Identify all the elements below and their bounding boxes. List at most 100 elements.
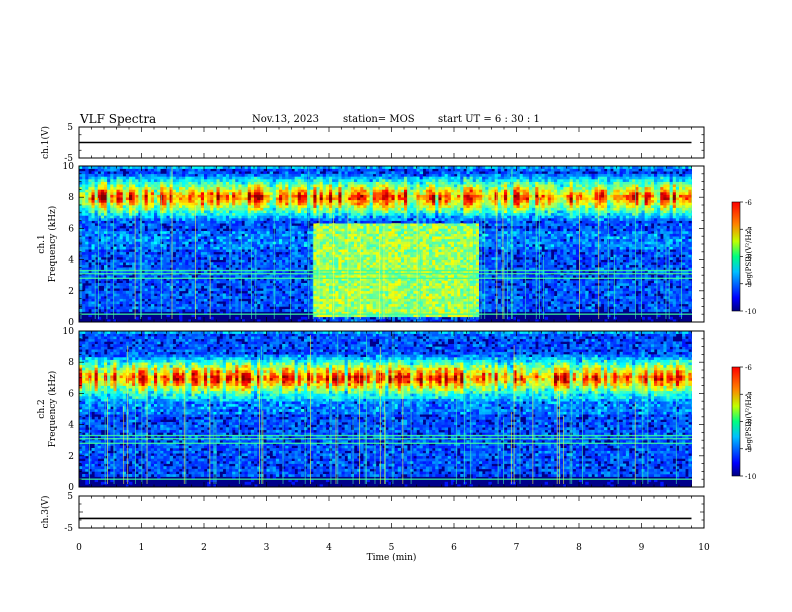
ch1-spectrogram-cell xyxy=(135,202,139,206)
ch1-spectrogram-cell xyxy=(291,202,295,206)
ch1-spectrogram-cell xyxy=(166,283,170,286)
ch1-spectrogram-cell xyxy=(210,251,214,255)
ch1-spectrogram-cell xyxy=(191,181,195,185)
ch1-spectrogram-cell xyxy=(310,199,314,203)
ch1-spectrogram-cell xyxy=(91,254,95,258)
ch1-spectrogram-cell xyxy=(135,231,139,234)
ch1-spectrogram-cell xyxy=(182,192,186,195)
ch1-spectrogram-cell xyxy=(204,231,208,234)
ch1-spectrogram-cell xyxy=(163,197,167,201)
ch1-spectrogram-cell xyxy=(250,166,255,169)
ch1-spectrogram-cell xyxy=(129,166,133,169)
ch1-spectrogram-cell xyxy=(141,301,145,305)
ch1-spectrogram-cell xyxy=(194,283,199,286)
ch1-spectrogram-cell xyxy=(157,290,161,294)
ch1-spectrogram-cell xyxy=(225,301,230,305)
ch1-spectrogram-cell xyxy=(132,283,136,286)
ch1-spectrogram-cell xyxy=(207,244,211,247)
ch1-spectrogram-cell xyxy=(191,194,195,198)
ch1-spectrogram-cell xyxy=(366,231,370,234)
ch1-spectrogram-cell xyxy=(160,285,164,289)
ch1-spectrogram-cell xyxy=(338,202,342,206)
ch1-spectrogram-cell xyxy=(141,236,145,240)
ch1-spectrogram-cell xyxy=(113,197,117,201)
ch1-spectrogram-cell xyxy=(332,181,336,185)
ch1-spectrogram-cell xyxy=(310,166,314,169)
ch1-spectrogram-cell xyxy=(294,241,299,245)
ch1-spectrogram-cell xyxy=(335,189,339,193)
ch1-spectrogram-cell xyxy=(366,202,370,206)
ch1-spectrogram-cell xyxy=(182,212,186,216)
ch1-spectrogram-cell xyxy=(160,215,164,219)
ch1-spectrogram-cell xyxy=(85,184,89,188)
ch1-spectrogram-cell xyxy=(229,257,233,260)
ch1-spectrogram-cell xyxy=(207,223,211,227)
ch1-spectrogram-cell xyxy=(147,301,152,305)
ch1-spectrogram-cell xyxy=(200,298,205,302)
ch1-spectrogram-cell xyxy=(94,205,99,208)
ch1-spectrogram-cell xyxy=(325,199,330,203)
ch1-spectrogram-cell xyxy=(207,194,211,198)
ch1-spectrogram-cell xyxy=(85,168,89,172)
ch1-spectrogram-cell xyxy=(94,246,99,250)
ch1-spectrogram-cell xyxy=(129,210,133,214)
ch1-spectrogram-cell xyxy=(100,166,105,169)
ch1-spectrogram-cell xyxy=(150,231,155,234)
ch1-spectrogram-cell xyxy=(257,244,261,247)
ch1-spectrogram-cell xyxy=(116,192,120,195)
ch1-spectrogram-cell xyxy=(257,173,261,177)
ch1-spectrogram-cell xyxy=(194,293,199,297)
ch1-spectrogram-cell xyxy=(97,241,102,245)
ch1-spectrogram-cell xyxy=(122,181,127,185)
ch1-spectrogram-cell xyxy=(263,267,267,271)
ch1-spectrogram-cell xyxy=(85,197,89,201)
ch1-spectrogram-cell xyxy=(257,257,261,260)
ch1-spectrogram-cell xyxy=(204,301,208,305)
ch1-spectrogram-cell xyxy=(144,264,149,268)
ch1-spectrogram-cell xyxy=(304,257,308,260)
ch1-spectrogram-cell xyxy=(250,231,255,234)
ch1-spectrogram-cell xyxy=(329,228,333,232)
ch1-spectrogram-cell xyxy=(119,306,124,310)
ch1-spectrogram-cell xyxy=(244,275,249,279)
ch1-spectrogram-cell xyxy=(285,189,289,193)
ch1-spectrogram-cell xyxy=(150,303,155,307)
ch1-spectrogram-cell xyxy=(147,192,152,195)
ch1-spectrogram-cell xyxy=(150,280,155,284)
ch1-spectrogram-cell xyxy=(357,314,361,318)
ch1-spectrogram-cell xyxy=(254,205,258,208)
ch1-spectrogram-cell xyxy=(319,231,324,234)
ch1-spectrogram-cell xyxy=(154,223,158,227)
ch1-spectrogram-cell xyxy=(179,199,183,203)
ch1-spectrogram-cell xyxy=(110,275,114,279)
ch1-spectrogram-cell xyxy=(216,166,220,169)
ch1-spectrogram-cell xyxy=(247,303,252,307)
ch1-spectrogram-cell xyxy=(347,173,352,177)
ch1-spectrogram-cell xyxy=(129,181,133,185)
ch1-spectrogram-cell xyxy=(266,212,270,216)
ch1-spectrogram-cell xyxy=(291,233,295,237)
ch1-spectrogram-cell xyxy=(129,290,133,294)
ch1-spectrogram-cell xyxy=(341,236,345,240)
ch1-spectrogram-cell xyxy=(325,277,330,281)
ch1-spectrogram-cell xyxy=(263,231,267,234)
ch1-spectrogram-cell xyxy=(113,246,117,250)
ch1-spectrogram-cell xyxy=(182,199,186,203)
ch1-spectrogram-cell xyxy=(354,288,358,292)
ch1-spectrogram-cell xyxy=(344,233,349,237)
ch1-spectrogram-cell xyxy=(172,267,177,271)
ch1-spectrogram-cell xyxy=(94,298,99,302)
ch1-spectrogram-cell xyxy=(107,244,111,247)
ch1-spectrogram-cell xyxy=(310,259,314,263)
ch1-spectrogram-cell xyxy=(85,270,89,273)
ch1-spectrogram-cell xyxy=(232,207,236,211)
ch1-spectrogram-cell xyxy=(219,254,224,258)
ch1-spectrogram-cell xyxy=(88,223,92,227)
ch1-spectrogram-cell xyxy=(279,225,283,229)
ch1-spectrogram-cell xyxy=(291,249,295,253)
ch1-spectrogram-cell xyxy=(322,218,327,221)
ch1-spectrogram-cell xyxy=(194,218,199,221)
ch1-spectrogram-cell xyxy=(329,277,333,281)
ch1-spectrogram-cell xyxy=(300,181,305,185)
ch1-spectrogram-cell xyxy=(97,236,102,240)
